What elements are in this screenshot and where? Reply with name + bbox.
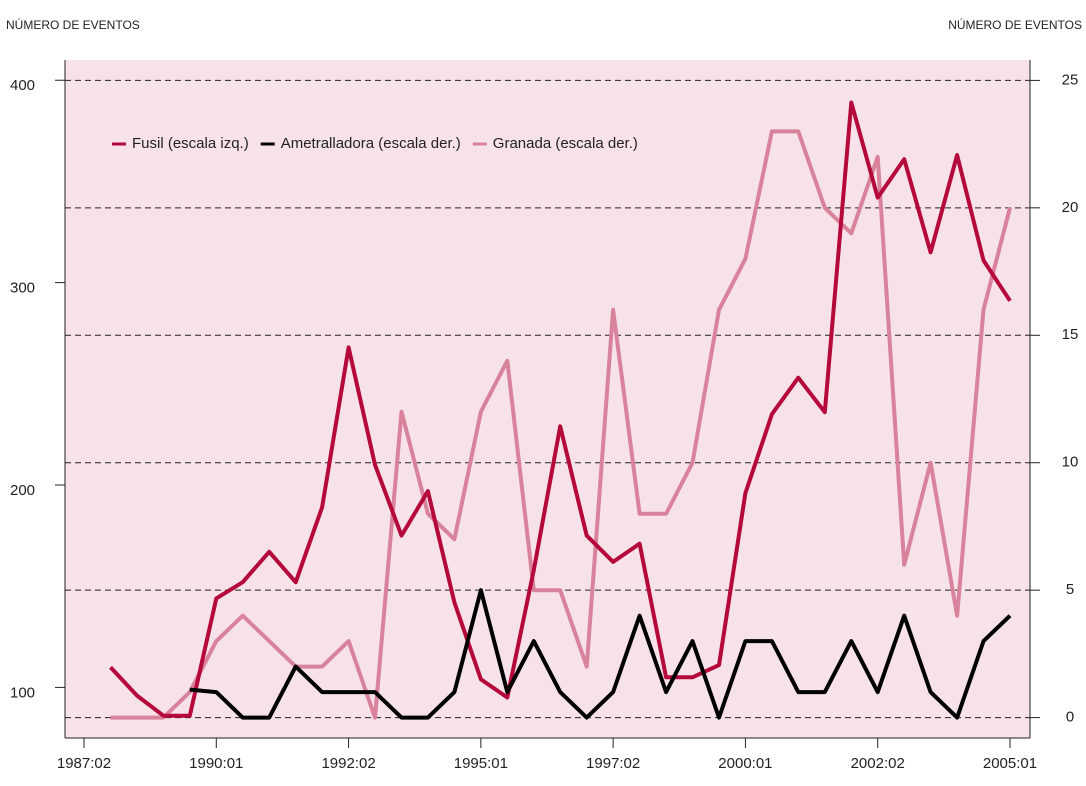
legend-label: Ametralladora (escala der.) [281,135,461,152]
x-tick-label: 1992:02 [321,755,375,772]
x-tick-label: 2000:01 [718,755,772,772]
x-tick-label: 2002:02 [851,755,905,772]
legend-label: Granada (escala der.) [493,135,638,152]
y-axis-title: NÚMERO DE EVENTOS [6,17,140,32]
y2-axis-title: NÚMERO DE EVENTOS [948,17,1082,32]
y2-tick-label: 10 [1062,454,1079,471]
x-tick-label: 1987:02 [57,755,111,772]
y2-tick-label: 0 [1066,709,1074,726]
x-tick-label: 2005:01 [983,755,1037,772]
y2-tick-label: 15 [1062,326,1079,343]
y2-tick-label: 5 [1066,581,1074,598]
legend-label: Fusil (escala izq.) [132,135,249,152]
series-line [189,588,1012,720]
y-tick-label: 200 [10,482,35,499]
x-tick-label: 1990:01 [189,755,243,772]
x-tick-label: 1997:02 [586,755,640,772]
y2-tick-label: 20 [1062,199,1079,216]
y-tick-label: 400 [10,77,35,94]
x-tick-label: 1995:01 [454,755,508,772]
y2-tick-label: 25 [1062,71,1079,88]
series-line [110,129,1012,720]
y-tick-label: 100 [10,684,35,701]
y-tick-label: 300 [10,280,35,297]
series-line [109,100,1012,718]
